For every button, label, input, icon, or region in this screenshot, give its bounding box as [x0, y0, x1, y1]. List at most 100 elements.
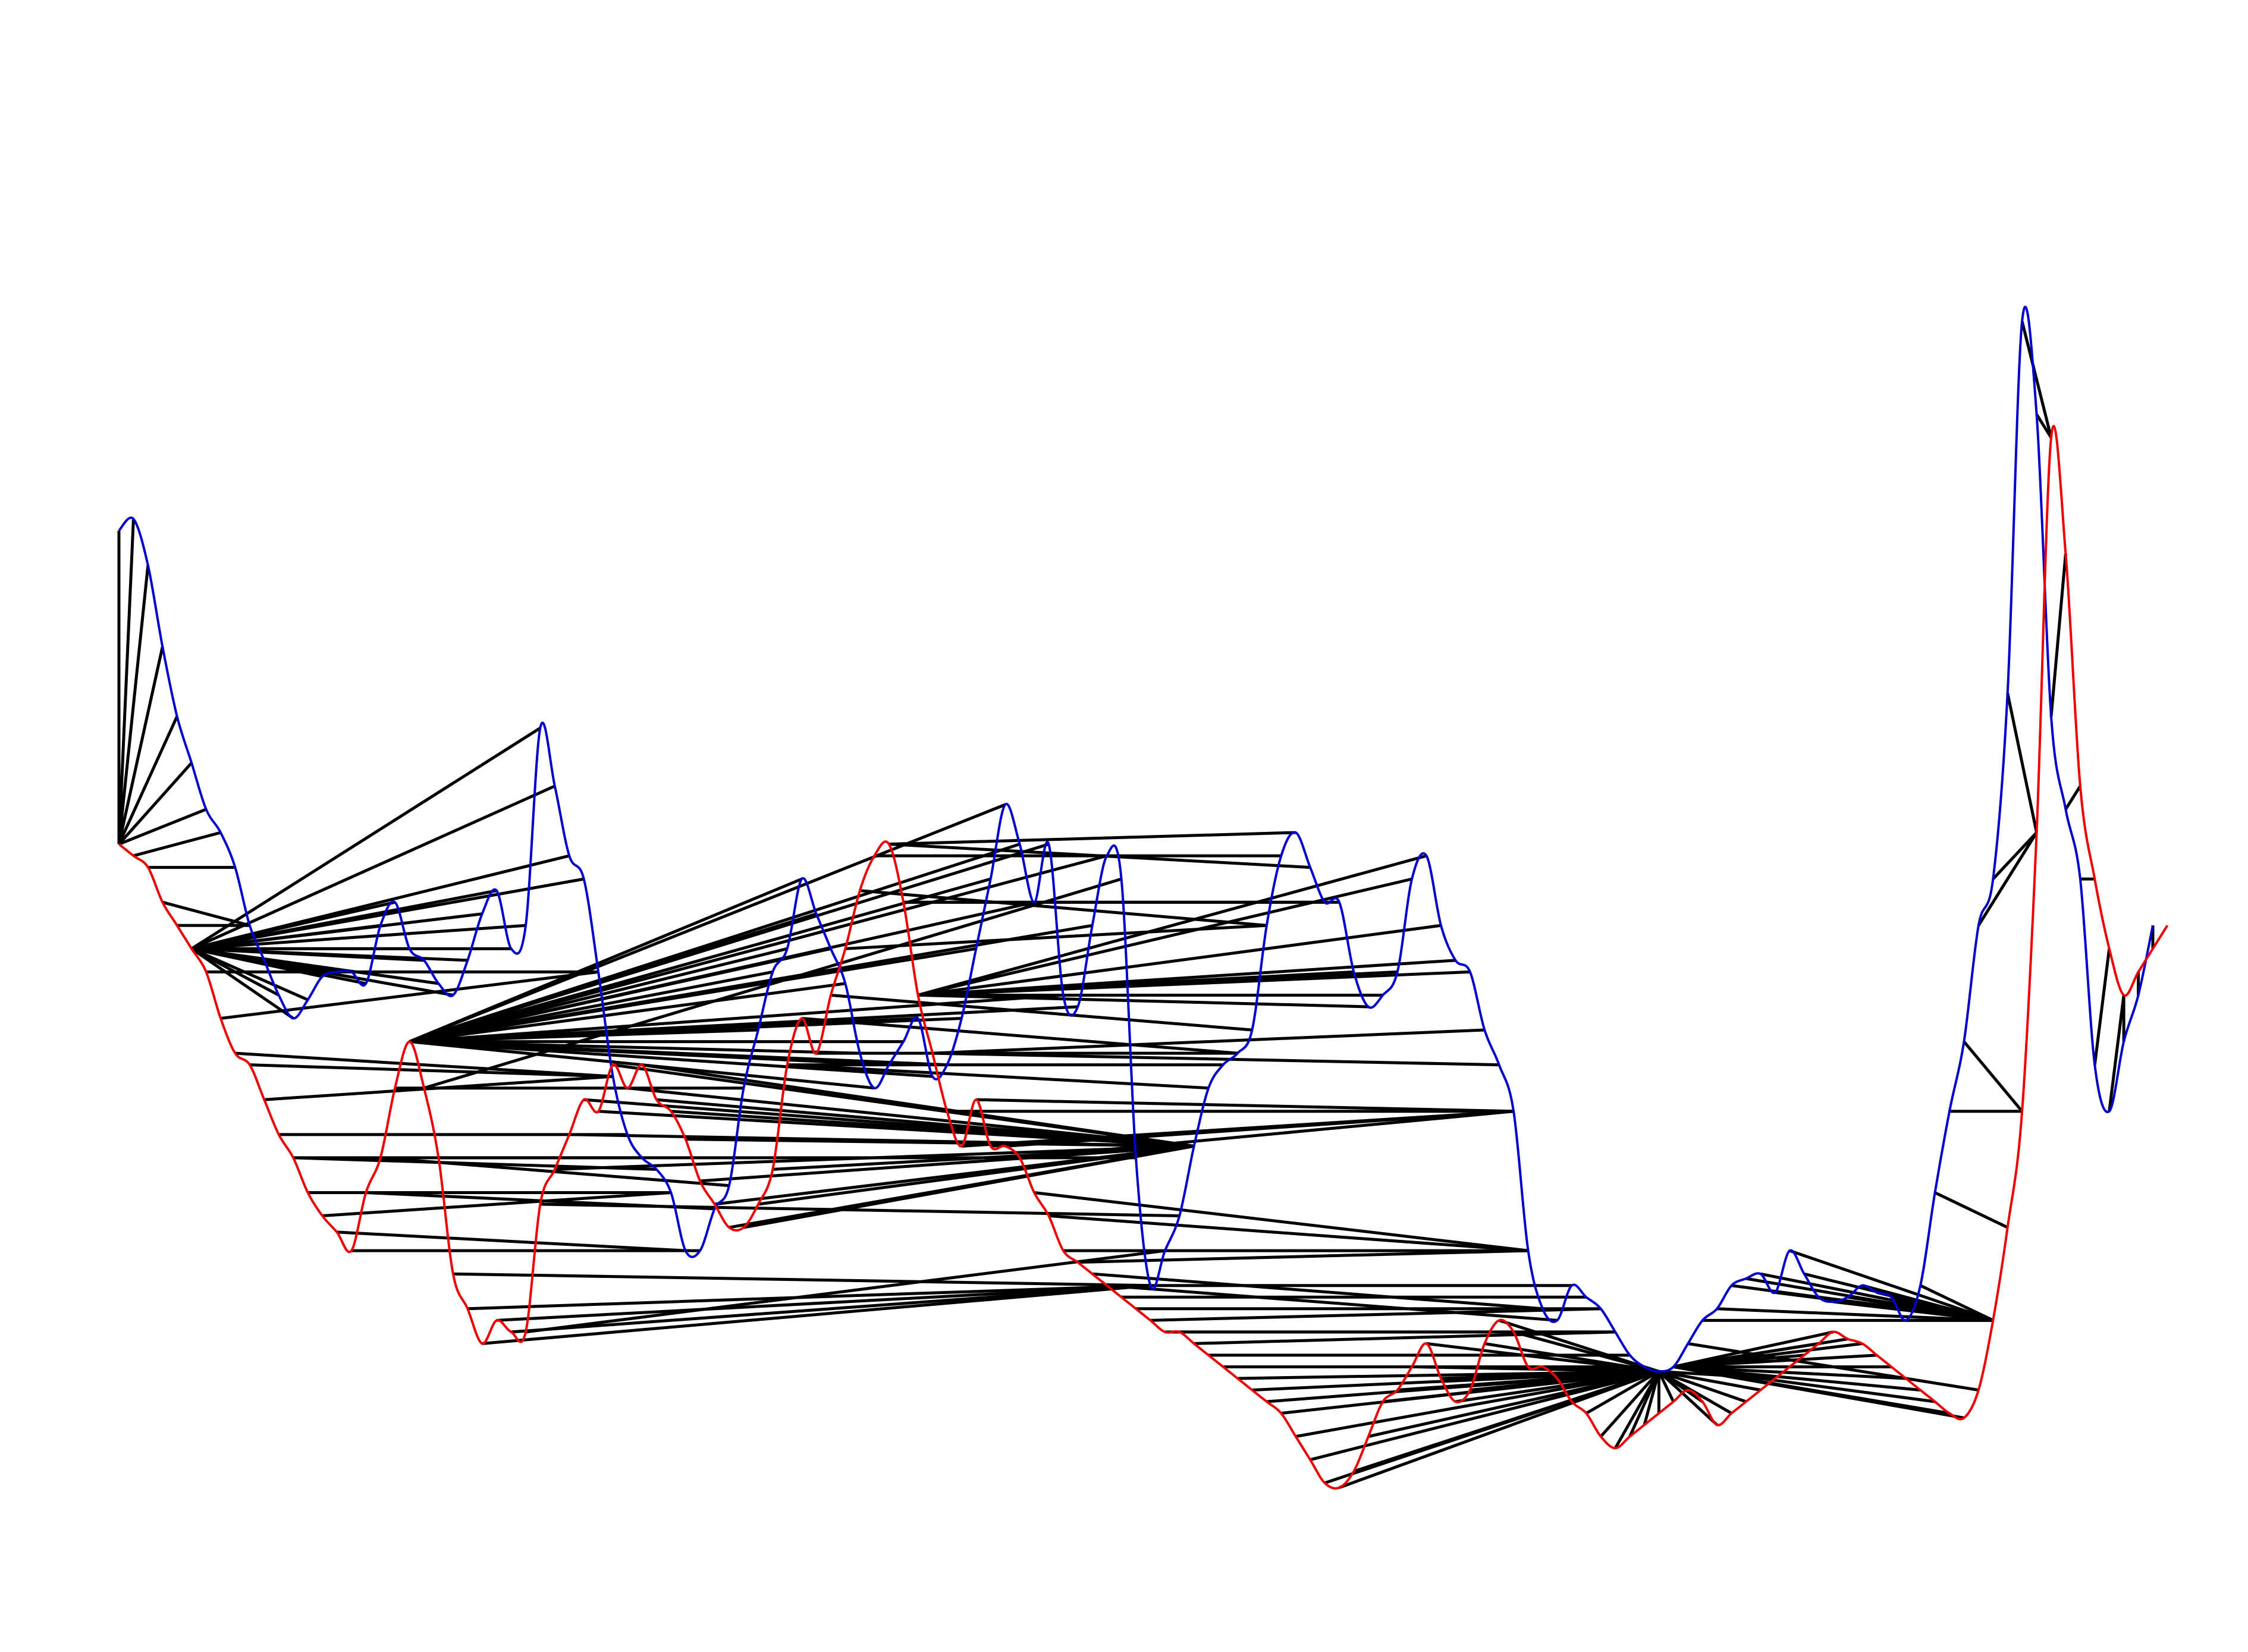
alignment-link-70 [409, 993, 1064, 1044]
alignment-link-214 [1977, 831, 2038, 926]
alignment-link-137 [1150, 1307, 1601, 1322]
alignment-link-168 [1599, 1370, 1660, 1438]
alignment-link-120 [932, 1028, 1485, 1055]
alignment-link-162 [1513, 1330, 1660, 1373]
alignment-link-191 [1673, 1365, 1935, 1403]
alignment-link-79 [497, 1284, 1151, 1322]
alignment-link-73 [409, 854, 1107, 1043]
alignment-link-201 [1789, 1249, 1994, 1322]
alignment-link-166 [1571, 1370, 1660, 1403]
alignment-link-128 [1034, 1191, 1528, 1252]
alignment-link-69 [409, 843, 1050, 1043]
alignment-link-13 [190, 947, 294, 1020]
alignment-link-74 [423, 877, 1122, 1090]
alignment-link-61 [409, 1040, 933, 1078]
alignment-link-211 [1934, 1191, 2008, 1229]
alignment-link-116 [917, 854, 1427, 997]
alignment-link-71 [409, 1005, 1078, 1044]
alignment-link-72 [409, 924, 1093, 1044]
alignment-link-3 [117, 646, 164, 845]
alignment-link-4 [117, 715, 178, 845]
alignment-link-223 [2108, 995, 2125, 1112]
alignment-link-205 [1847, 1295, 1993, 1322]
alignment-link-133 [1106, 1284, 1558, 1322]
series-lines [118, 306, 2169, 1490]
alignment-links [117, 321, 2155, 1489]
alignment-link-97 [758, 1144, 1195, 1206]
alignment-link-173 [1657, 1371, 1675, 1403]
alignment-link-98 [773, 1144, 1194, 1171]
alignment-link-7 [133, 831, 221, 858]
alignment-link-178 [1658, 1370, 1747, 1403]
alignment-link-33 [191, 877, 585, 950]
alignment-link-189 [1673, 1365, 1906, 1380]
alignment-link-82 [540, 1202, 1180, 1218]
alignment-link-190 [1673, 1365, 1921, 1392]
alignment-link-76 [453, 1272, 1151, 1287]
alignment-link-26 [191, 912, 483, 950]
alignment-link-37 [249, 1063, 613, 1078]
alignment-link-184 [1673, 1330, 1834, 1368]
alignment-link-158 [1455, 1370, 1659, 1403]
alignment-link-119 [918, 970, 1470, 997]
alignment-link-193 [1673, 1365, 1964, 1419]
alignment-link-176 [1657, 1370, 1718, 1426]
alignment-link-14 [191, 947, 309, 1001]
series-line-2 [118, 425, 2169, 1490]
alignment-link-187 [1673, 1353, 1877, 1368]
alignment-link-89 [642, 1063, 1195, 1148]
alignment-link-218 [2035, 413, 2053, 439]
alignment-link-152 [1368, 1370, 1659, 1439]
alignment-link-2 [117, 565, 150, 844]
alignment-link-156 [1426, 1342, 1659, 1373]
alignment-link-170 [1628, 1371, 1660, 1437]
alignment-link-147 [1295, 1370, 1659, 1439]
alignment-link-121 [932, 1051, 1499, 1067]
alignment-link-213 [1963, 1040, 2024, 1113]
alignment-link-115 [917, 877, 1412, 997]
alignment-link-99 [787, 1063, 1209, 1090]
alignment-link-216 [2006, 693, 2039, 833]
alignment-link-217 [2020, 321, 2053, 438]
alignment-link-78 [482, 1284, 1151, 1345]
alignment-link-117 [918, 924, 1442, 997]
alignment-link-126 [1004, 1110, 1514, 1148]
alignment-link-129 [1048, 1214, 1528, 1252]
alignment-link-219 [2049, 554, 2067, 717]
alignment-link-164 [1542, 1365, 1659, 1373]
alignment-link-171 [1643, 1371, 1660, 1425]
alignment-link-215 [1992, 831, 2038, 880]
alignment-link-43 [322, 1191, 671, 1218]
alignment-link-118 [918, 959, 1456, 997]
alignment-link-32 [191, 854, 570, 950]
alignment-link-96 [743, 1144, 1195, 1229]
alignment-link-55 [409, 982, 846, 1044]
alignment-link-160 [1484, 1342, 1659, 1373]
alignment-link-132 [1092, 1272, 1543, 1311]
alignment-link-112 [918, 993, 1368, 1009]
alignment-link-35 [220, 970, 599, 1020]
alignment-link-5 [118, 762, 193, 846]
alignment-link-127 [1019, 1110, 1514, 1160]
alignment-link-101 [801, 1017, 1238, 1055]
alignment-link-210 [1920, 1284, 1994, 1322]
alignment-link-1 [117, 519, 135, 844]
alignment-link-148 [1310, 1370, 1660, 1462]
alignment-link-80 [511, 1284, 1151, 1334]
alignment-link-179 [1658, 1370, 1761, 1392]
alignment-link-44 [337, 1230, 686, 1252]
alignment-link-196 [1717, 1307, 1993, 1322]
alignment-link-6 [118, 808, 207, 846]
alignment-link-68 [409, 900, 1035, 1044]
alignment-link-107 [888, 831, 1296, 846]
alignment-link-131 [1078, 1249, 1528, 1264]
alignment-link-92 [685, 1138, 1194, 1148]
alignment-link-103 [830, 993, 1252, 1032]
alignment-link-194 [1687, 1342, 1979, 1392]
alignment-link-81 [525, 1249, 1166, 1334]
alignment-link-29 [191, 924, 526, 950]
series-line-1 [118, 306, 2154, 1373]
alignment-link-124 [976, 1098, 1514, 1113]
alignment-link-30 [190, 727, 541, 950]
